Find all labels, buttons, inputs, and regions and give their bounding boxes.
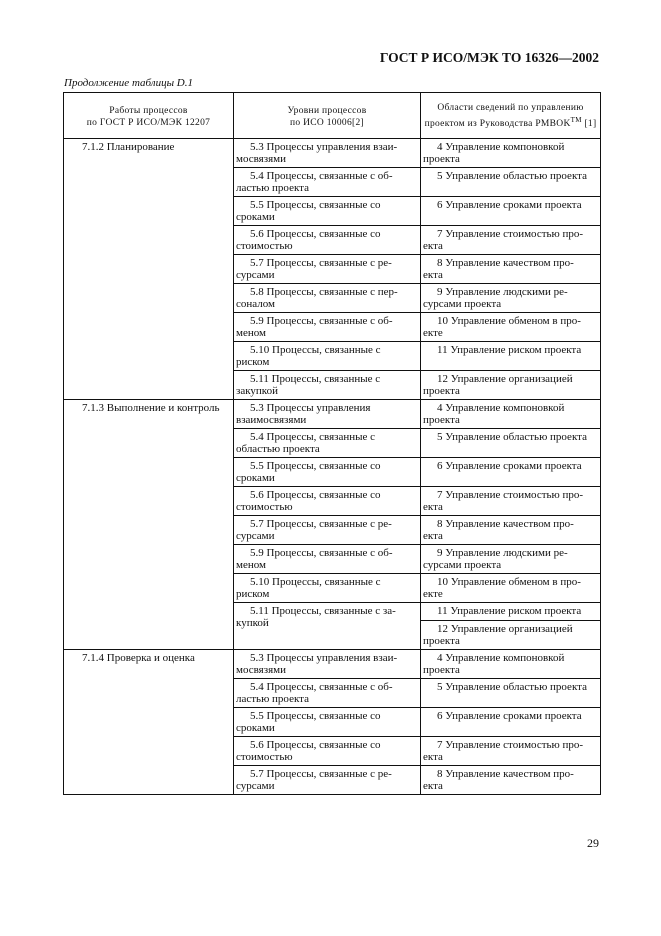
knowledge-area-cell: 7 Управление стоимостью про- екта [420,736,601,766]
knowledge-area-cell: 8 Управление качеством про- екта [420,765,601,795]
process-level-cell: 5.9 Процессы, связанные с об- меном [233,544,421,574]
document-id-header: ГОСТ Р ИСО/МЭК ТО 16326—2002 [379,50,599,65]
knowledge-area-cell: 5 Управление областью проекта [420,167,601,197]
knowledge-area-cell: 7 Управление стоимостью про- екта [420,225,601,255]
table-row: 5.5 Процессы, связанные со сроками 6 Упра… [64,457,601,487]
knowledge-area-cell: 7 Управление стоимостью про- екта [420,486,601,516]
process-level-cell: 5.7 Процессы, связанные с ре- сурсами [233,765,421,795]
activity-cell: 7.1.2 Планирование [63,138,234,400]
process-level-cell: 5.4 Процессы, связанные с об- ластью про… [233,678,421,708]
knowledge-area-cell: 11 Управление риском проекта [420,341,601,371]
process-level-cell: 5.11 Процессы, связанные с закупкой [233,370,421,400]
process-level-cell: 5.5 Процессы, связанные со сроками [233,457,421,487]
table-row: 5.11 Процессы, связанные с закупкой 12 Уп… [64,370,601,400]
process-level-cell: 5.5 Процессы, связанные со сроками [233,707,421,737]
table-row: 7.1.3 Выполнение и контроль 5.3 Процессы … [63,399,601,650]
knowledge-area-cell: 11 Управление риском проекта [420,602,601,621]
process-level-cell: 5.7 Процессы, связанные с ре- сурсами [233,254,421,284]
table-row: 7.1.2 Планирование 5.3 Процессы управлени… [63,138,601,400]
table-row: 5.10 Процессы, связанные с риском 10 Упра… [64,573,601,603]
knowledge-area-cell: 10 Управление обменом в про- екте [420,573,601,603]
knowledge-area-cell: 8 Управление качеством про- екта [420,515,601,545]
table-row: 7.1.4 Проверка и оценка 5.3 Процессы упра… [63,649,601,795]
process-level-cell: 5.6 Процессы, связанные со стоимостью [233,225,421,255]
process-level-cell: 5.4 Процессы, связанные с об- ластью про… [233,167,421,197]
knowledge-area-cell: 9 Управление людскими ре- сурсами проект… [420,544,601,574]
knowledge-area-cell: 4 Управление компоновкой проекта [420,138,601,168]
table-row: 5.6 Процессы, связанные со стоимостью 7 У… [64,736,601,766]
process-level-cell: 5.3 Процессы управления взаимосвязями [233,399,421,429]
table-row: 5.4 Процессы, связанные с об- ластью про… [64,678,601,708]
column-header-activities: Работы процессов по ГОСТ Р ИСО/МЭК 12207 [63,92,234,139]
table-row: 5.6 Процессы, связанные со стоимостью 7 У… [64,486,601,516]
table-row: 5.7 Процессы, связанные с ре- сурсами 8 У… [64,254,601,284]
table-row: 5.5 Процессы, связанные со сроками 6 Упра… [64,196,601,226]
knowledge-area-cell: 6 Управление сроками проекта [420,457,601,487]
knowledge-area-cell: 8 Управление качеством про- екта [420,254,601,284]
process-level-cell: 5.5 Процессы, связанные со сроками [233,196,421,226]
column-header-levels: Уровни процессов по ИСО 10006[2] [233,92,421,139]
activity-cell: 7.1.4 Проверка и оценка [63,649,234,795]
table-row: 5.10 Процессы, связанные с риском 11 Упра… [64,341,601,371]
process-level-cell: 5.11 Процессы, связанные с за- купкой [233,602,421,650]
process-level-cell: 5.9 Процессы, связанные с об- меном [233,312,421,342]
process-level-cell: 5.6 Процессы, связанные со стоимостью [233,736,421,766]
column-header-areas: Области сведений по управлению проектом и… [420,92,601,139]
knowledge-area-cell: 6 Управление сроками проекта [420,707,601,737]
knowledge-area-cell: 5 Управление областью проекта [420,428,601,458]
knowledge-area-cell: 5 Управление областью проекта [420,678,601,708]
process-level-cell: 5.7 Процессы, связанные с ре- сурсами [233,515,421,545]
process-level-cell: 5.4 Процессы, связанные с областью проек… [233,428,421,458]
table-row: 5.9 Процессы, связанные с об- меном 9 Упр… [64,544,601,574]
knowledge-area-cell: 6 Управление сроками проекта [420,196,601,226]
process-level-cell: 5.3 Процессы управления взаи- мосвязями [233,138,421,168]
knowledge-area-cell: 4 Управление компоновкой проекта [420,649,601,679]
table-continuation-caption: Продолжение таблицы D.1 [64,77,193,89]
page-number: 29 [587,836,599,850]
knowledge-area-cell: 12 Управление организацией проекта [420,620,601,650]
activity-cell: 7.1.3 Выполнение и контроль [63,399,234,650]
table-row: 5.7 Процессы, связанные с ре- сурсами 8 У… [64,515,601,545]
knowledge-area-cell: 10 Управление обменом в про- екте [420,312,601,342]
process-level-cell: 5.6 Процессы, связанные со стоимостью [233,486,421,516]
process-level-cell: 5.10 Процессы, связанные с риском [233,573,421,603]
process-mapping-table: Работы процессов по ГОСТ Р ИСО/МЭК 12207 … [63,92,601,795]
knowledge-area-cell: 12 Управление организацией проекта [420,370,601,400]
process-level-cell: 5.8 Процессы, связанные с пер- соналом [233,283,421,313]
table-row: 5.7 Процессы, связанные с ре- сурсами 8 У… [64,765,601,795]
table-header-row: Работы процессов по ГОСТ Р ИСО/МЭК 12207 … [63,92,601,139]
knowledge-area-cell: 4 Управление компоновкой проекта [420,399,601,429]
knowledge-area-cell: 9 Управление людскими ре- сурсами проект… [420,283,601,313]
process-level-cell: 5.3 Процессы управления взаи- мосвязями [233,649,421,679]
table-row: 12 Управление организацией проекта [64,620,601,650]
table-row: 5.8 Процессы, связанные с пер- соналом 9 … [64,283,601,313]
process-level-cell: 5.10 Процессы, связанные с риском [233,341,421,371]
table-row: 5.6 Процессы, связанные со стоимостью 7 У… [64,225,601,255]
table-row: 5.5 Процессы, связанные со сроками 6 Упра… [64,707,601,737]
table-row: 5.4 Процессы, связанные с об- ластью про… [64,167,601,197]
